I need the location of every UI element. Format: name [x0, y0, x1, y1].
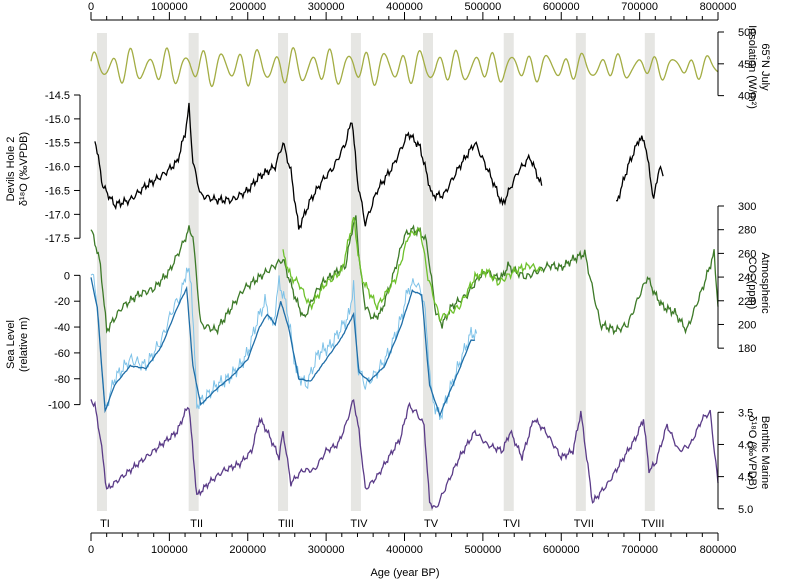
- ylabel-line-sea_level-1: (relative m): [18, 317, 30, 372]
- ytick-label-benthic-2: 4.5: [738, 472, 753, 484]
- bottom-axis-tick-label-2: 200000: [229, 544, 266, 556]
- bottom-axis-tick-label-0: 0: [88, 544, 94, 556]
- top-axis-tick-label-0: 0: [88, 1, 94, 13]
- top-axis-tick-label-4: 400000: [386, 1, 423, 13]
- ytick-label-devils_hole-4: -16.5: [45, 185, 70, 197]
- ytick-label-insolation-0: 400: [738, 91, 756, 103]
- ytick-label-co2-2: 220: [738, 296, 756, 308]
- bottom-axis-tick-label-4: 400000: [386, 544, 423, 556]
- series-insolation-0: [90, 46, 719, 88]
- ytick-label-co2-4: 260: [738, 248, 756, 260]
- bottom-axis-tick-label-7: 700000: [621, 544, 658, 556]
- ytick-label-sea_level-4: -80: [54, 374, 70, 386]
- top-axis-tick-label-2: 200000: [229, 1, 266, 13]
- ytick-label-devils_hole-3: -16.0: [45, 162, 70, 174]
- ytick-label-sea_level-0: 0: [64, 270, 70, 282]
- ytick-label-co2-5: 280: [738, 225, 756, 237]
- termination-labels: TI TII TIII TIV TV TVI TVII TVIII: [100, 518, 664, 530]
- series-co2-1: [282, 217, 543, 322]
- ytick-label-devils_hole-6: -17.5: [45, 233, 70, 245]
- termination-band-6: [575, 33, 586, 511]
- termination-band-1: [188, 33, 199, 511]
- termination-label-5: TVI: [503, 518, 520, 530]
- ytick-label-devils_hole-5: -17.0: [45, 209, 70, 221]
- termination-bands: [96, 33, 655, 511]
- ytick-label-co2-1: 200: [738, 319, 756, 331]
- termination-label-0: TI: [100, 518, 110, 530]
- ylabel-line-benthic-0: Benthic Marine: [759, 416, 771, 489]
- series-benthic-0: [90, 398, 719, 510]
- ylabel-devils_hole: Devils Hole 2 δ¹⁸O (‰VPDB): [5, 132, 30, 206]
- series-devils_hole-1: [616, 135, 664, 202]
- ylabel-line-co2-0: Atmospheric: [759, 252, 771, 314]
- top-axis-tick-label-1: 100000: [151, 1, 188, 13]
- series-sea_level-smoothed: [90, 277, 476, 417]
- termination-label-2: TIII: [278, 518, 294, 530]
- bottom-age-axis: 0 100000 200000 300000 400000 500000 600000 700…: [88, 532, 737, 556]
- termination-band-2: [278, 33, 289, 511]
- ytick-label-insolation-2: 500: [738, 27, 756, 39]
- top-axis-tick-label-7: 700000: [621, 1, 658, 13]
- bottom-axis-tick-label-8: 800000: [700, 544, 737, 556]
- panel-devils_hole: -14.5 -15.0 -15.5 -16.0 -16.5 -17.0 -17.5 Devil…: [5, 90, 664, 245]
- termination-band-5: [503, 33, 514, 511]
- ytick-label-co2-0: 180: [738, 343, 756, 355]
- top-axis-tick-label-3: 300000: [308, 1, 345, 13]
- termination-label-4: TV: [424, 518, 439, 530]
- termination-label-1: TII: [190, 518, 203, 530]
- top-axis-tick-label-6: 600000: [543, 1, 580, 13]
- ylabel-line-devils_hole-1: δ¹⁸O (‰VPDB): [18, 132, 30, 206]
- series-sea_level-raw: [90, 267, 478, 421]
- ytick-label-benthic-0: 3.5: [738, 407, 753, 419]
- termination-label-7: TVIII: [641, 518, 664, 530]
- ytick-label-benthic-1: 4.0: [738, 439, 753, 451]
- ylabel-line-sea_level-0: Sea Level: [5, 320, 17, 369]
- ytick-label-benthic-3: 5.0: [738, 504, 753, 516]
- ylabel-sea_level: Sea Level (relative m): [5, 317, 30, 372]
- x-axis-label: Age (year BP): [370, 567, 439, 579]
- ylabel-line-co2-1: CO₂ (ppm): [746, 257, 758, 310]
- termination-band-3: [350, 33, 361, 511]
- ytick-label-devils_hole-2: -15.5: [45, 138, 70, 150]
- bottom-axis-tick-label-3: 300000: [308, 544, 345, 556]
- termination-band-7: [644, 33, 655, 511]
- ylabel-line-insolation-1: Insolation (W/m²): [746, 25, 758, 109]
- ytick-label-devils_hole-1: -15.0: [45, 114, 70, 126]
- termination-band-0: [96, 33, 107, 511]
- termination-band-4: [423, 33, 434, 511]
- top-axis-tick-label-5: 500000: [465, 1, 502, 13]
- ytick-label-sea_level-3: -60: [54, 348, 70, 360]
- termination-label-6: TVII: [574, 518, 594, 530]
- termination-label-3: TIV: [350, 518, 368, 530]
- ytick-label-sea_level-1: -20: [54, 296, 70, 308]
- bottom-axis-tick-label-5: 500000: [465, 544, 502, 556]
- series-co2-0: [90, 215, 719, 336]
- ytick-label-co2-3: 240: [738, 272, 756, 284]
- bottom-axis-tick-label-1: 100000: [151, 544, 188, 556]
- top-axis-tick-label-8: 800000: [700, 1, 737, 13]
- ylabel-line-benthic-1: δ¹⁸O (‰VPDB): [746, 415, 758, 489]
- series-devils_hole-0: [94, 102, 543, 230]
- bottom-axis-tick-label-6: 600000: [543, 544, 580, 556]
- ytick-label-devils_hole-0: -14.5: [45, 90, 70, 102]
- ytick-label-insolation-1: 450: [738, 59, 756, 71]
- ytick-label-sea_level-5: -100: [48, 400, 70, 412]
- ylabel-line-insolation-0: 65°N July: [759, 43, 771, 91]
- top-age-axis: 0 100000 200000 300000 400000 500000 600000 700…: [88, 1, 737, 21]
- panel-sea_level: 0 -20 -40 -60 -80 -100 Sea Level (relative m): [5, 267, 478, 421]
- ytick-label-co2-6: 300: [738, 201, 756, 213]
- ytick-label-sea_level-2: -40: [54, 322, 70, 334]
- ylabel-line-devils_hole-0: Devils Hole 2: [5, 137, 17, 202]
